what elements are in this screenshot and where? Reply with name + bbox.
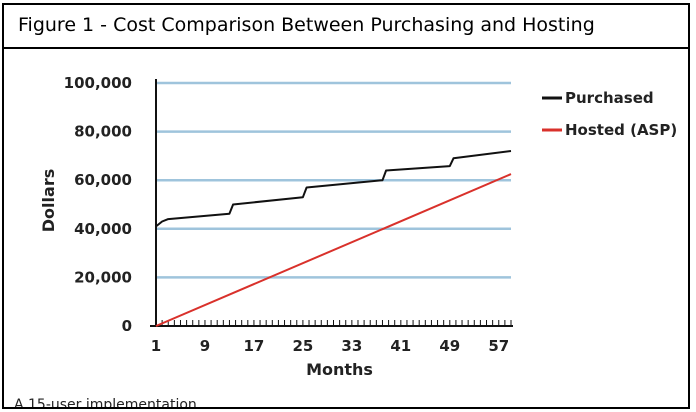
series-line-purchased	[155, 150, 512, 228]
y-tick-label: 100,000	[64, 74, 132, 92]
caption-bar: Figure 1 - Cost Comparison Between Purch…	[4, 5, 688, 49]
x-tick-label: 57	[488, 337, 509, 355]
cost-comparison-chart: 0 20,000 40,000 60,000 80,000 100,000 1 9 17 25 33…	[39, 74, 677, 379]
x-tick-label: 41	[390, 337, 411, 355]
y-tick-label: 60,000	[74, 171, 132, 189]
y-axis-title: Dollars	[39, 169, 58, 232]
x-axis-title: Months	[306, 360, 373, 379]
x-tick-label: 9	[200, 337, 210, 355]
figure-frame: Figure 1 - Cost Comparison Between Purch…	[2, 3, 690, 409]
x-tick-label: 33	[341, 337, 362, 355]
y-tick-label: 80,000	[74, 123, 132, 141]
implementation-note: A 15-user implementation	[14, 397, 197, 409]
x-tick-label: 25	[292, 337, 313, 355]
x-tick-label: 49	[439, 337, 460, 355]
x-tick-label: 1	[151, 337, 161, 355]
y-tick-label: 0	[122, 317, 132, 335]
y-tick-label: 40,000	[74, 220, 132, 238]
legend-label-purchased: Purchased	[565, 89, 654, 107]
series-line-hosted	[155, 173, 512, 327]
legend-label-hosted: Hosted (ASP)	[565, 121, 677, 139]
figure-caption: Figure 1 - Cost Comparison Between Purch…	[18, 14, 595, 36]
y-tick-label: 20,000	[74, 268, 132, 286]
x-tick-label: 17	[243, 337, 264, 355]
